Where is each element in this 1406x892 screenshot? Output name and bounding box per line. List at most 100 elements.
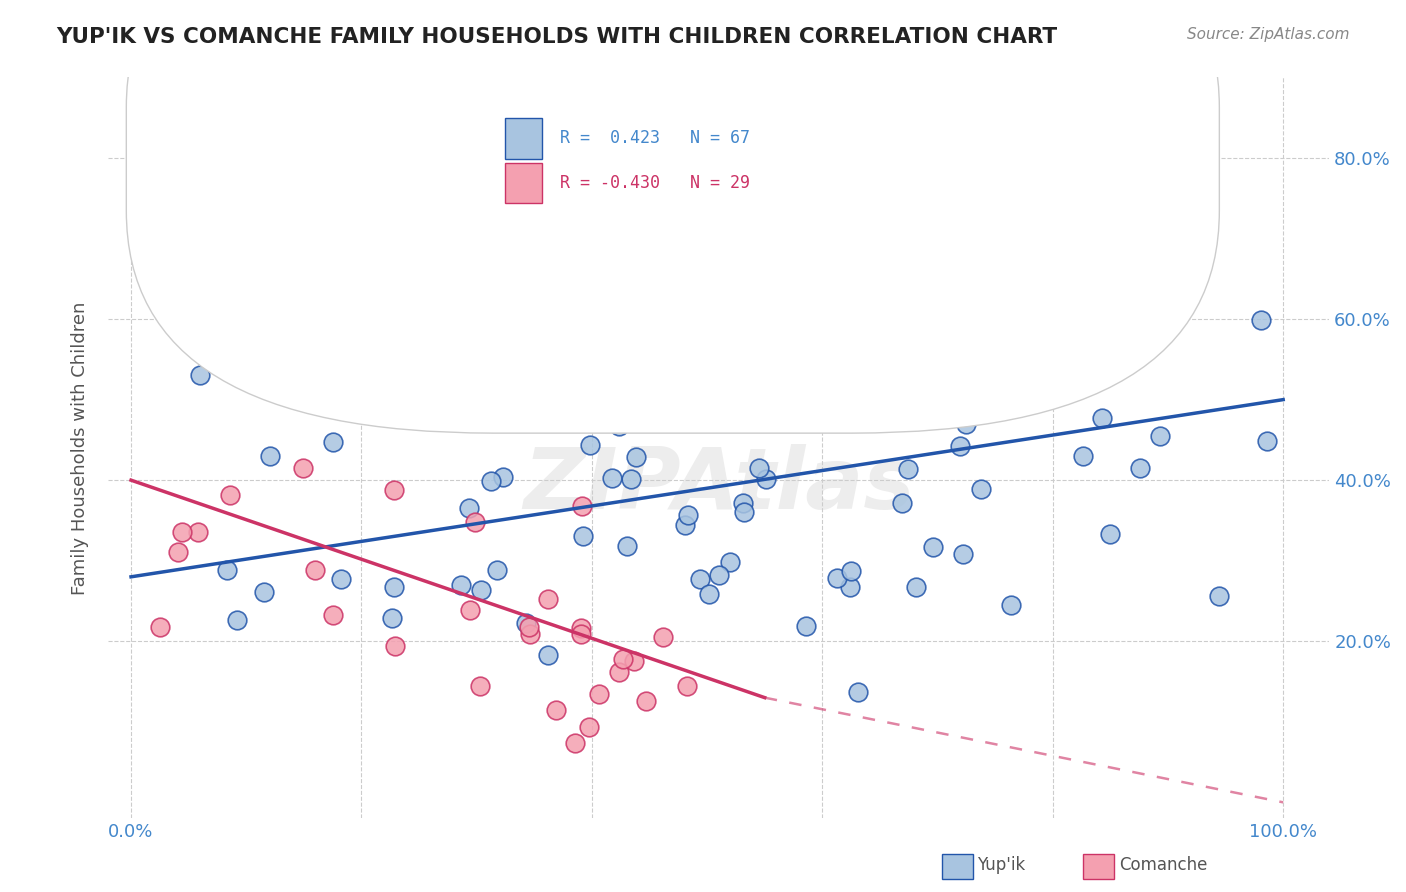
Point xyxy=(537,592,560,607)
Point xyxy=(569,627,592,641)
Point xyxy=(492,470,515,484)
Point xyxy=(620,472,643,486)
Point xyxy=(824,341,846,355)
Point xyxy=(384,640,406,654)
Point xyxy=(571,499,593,513)
Point xyxy=(814,351,837,366)
Point xyxy=(450,578,472,592)
Point xyxy=(187,525,209,540)
Point xyxy=(1090,411,1112,425)
Point xyxy=(381,610,404,624)
Point xyxy=(226,613,249,627)
Point xyxy=(838,580,860,594)
Point xyxy=(733,504,755,518)
Point xyxy=(304,563,326,577)
Point xyxy=(904,581,927,595)
Text: Yup'ik: Yup'ik xyxy=(977,856,1025,874)
Point xyxy=(607,665,630,679)
Text: R =  0.423   N = 67: R = 0.423 N = 67 xyxy=(560,129,749,147)
Point xyxy=(382,580,405,594)
Point xyxy=(572,529,595,543)
Point xyxy=(612,652,634,666)
Point xyxy=(569,620,592,634)
Point xyxy=(485,563,508,577)
Point xyxy=(952,547,974,561)
Point xyxy=(652,630,675,644)
Point xyxy=(1071,450,1094,464)
Point xyxy=(1129,461,1152,475)
Point xyxy=(1098,527,1121,541)
Point xyxy=(1208,590,1230,604)
Point xyxy=(468,679,491,693)
Point xyxy=(515,616,537,631)
Point xyxy=(253,584,276,599)
Point xyxy=(755,472,778,486)
Point xyxy=(215,563,238,577)
Point xyxy=(610,411,633,425)
Point xyxy=(470,583,492,598)
Text: R = -0.430   N = 29: R = -0.430 N = 29 xyxy=(560,175,749,193)
Point xyxy=(733,496,755,510)
Point xyxy=(612,392,634,406)
Point xyxy=(839,564,862,578)
Point xyxy=(537,648,560,662)
Point xyxy=(600,471,623,485)
Point xyxy=(851,324,873,338)
Point xyxy=(707,568,730,582)
Point xyxy=(382,483,405,497)
Text: Source: ZipAtlas.com: Source: ZipAtlas.com xyxy=(1187,27,1350,42)
Point xyxy=(616,539,638,553)
Point xyxy=(949,439,972,453)
Point xyxy=(408,384,430,399)
Point xyxy=(960,353,983,368)
Point xyxy=(846,685,869,699)
Text: Comanche: Comanche xyxy=(1119,856,1208,874)
Text: YUP'IK VS COMANCHE FAMILY HOUSEHOLDS WITH CHILDREN CORRELATION CHART: YUP'IK VS COMANCHE FAMILY HOUSEHOLDS WIT… xyxy=(56,27,1057,46)
Point xyxy=(149,620,172,634)
Point xyxy=(676,508,699,523)
Point xyxy=(623,654,645,668)
Y-axis label: Family Households with Children: Family Households with Children xyxy=(72,301,89,595)
Point xyxy=(322,607,344,622)
Point xyxy=(673,518,696,533)
Point xyxy=(675,679,697,693)
Point xyxy=(825,571,848,585)
Point xyxy=(891,496,914,510)
Point xyxy=(598,407,620,421)
Point xyxy=(519,627,541,641)
Point xyxy=(219,488,242,502)
Point xyxy=(259,449,281,463)
Point xyxy=(564,736,586,750)
Point xyxy=(464,515,486,529)
Point xyxy=(458,500,481,515)
Point xyxy=(607,418,630,433)
Point xyxy=(330,573,353,587)
Point xyxy=(1250,312,1272,326)
Point xyxy=(291,460,314,475)
Point xyxy=(458,602,481,616)
Point xyxy=(897,462,920,476)
Point xyxy=(1149,429,1171,443)
Point xyxy=(955,417,977,431)
Point xyxy=(970,482,993,496)
Point xyxy=(634,694,657,708)
Bar xyxy=(505,162,541,203)
Point xyxy=(167,545,190,559)
Point xyxy=(588,687,610,701)
Point xyxy=(1000,599,1022,613)
Point xyxy=(794,619,817,633)
Point xyxy=(322,434,344,449)
Text: ZIPAtlas: ZIPAtlas xyxy=(523,443,914,526)
Point xyxy=(922,540,945,554)
Point xyxy=(718,556,741,570)
Point xyxy=(1256,434,1278,448)
Point xyxy=(515,368,537,382)
Point xyxy=(578,438,600,452)
Point xyxy=(479,474,502,488)
Point xyxy=(170,524,193,539)
Point xyxy=(578,720,600,734)
Point xyxy=(1118,241,1140,255)
Point xyxy=(544,703,567,717)
Point xyxy=(908,267,931,281)
Point xyxy=(626,450,648,465)
